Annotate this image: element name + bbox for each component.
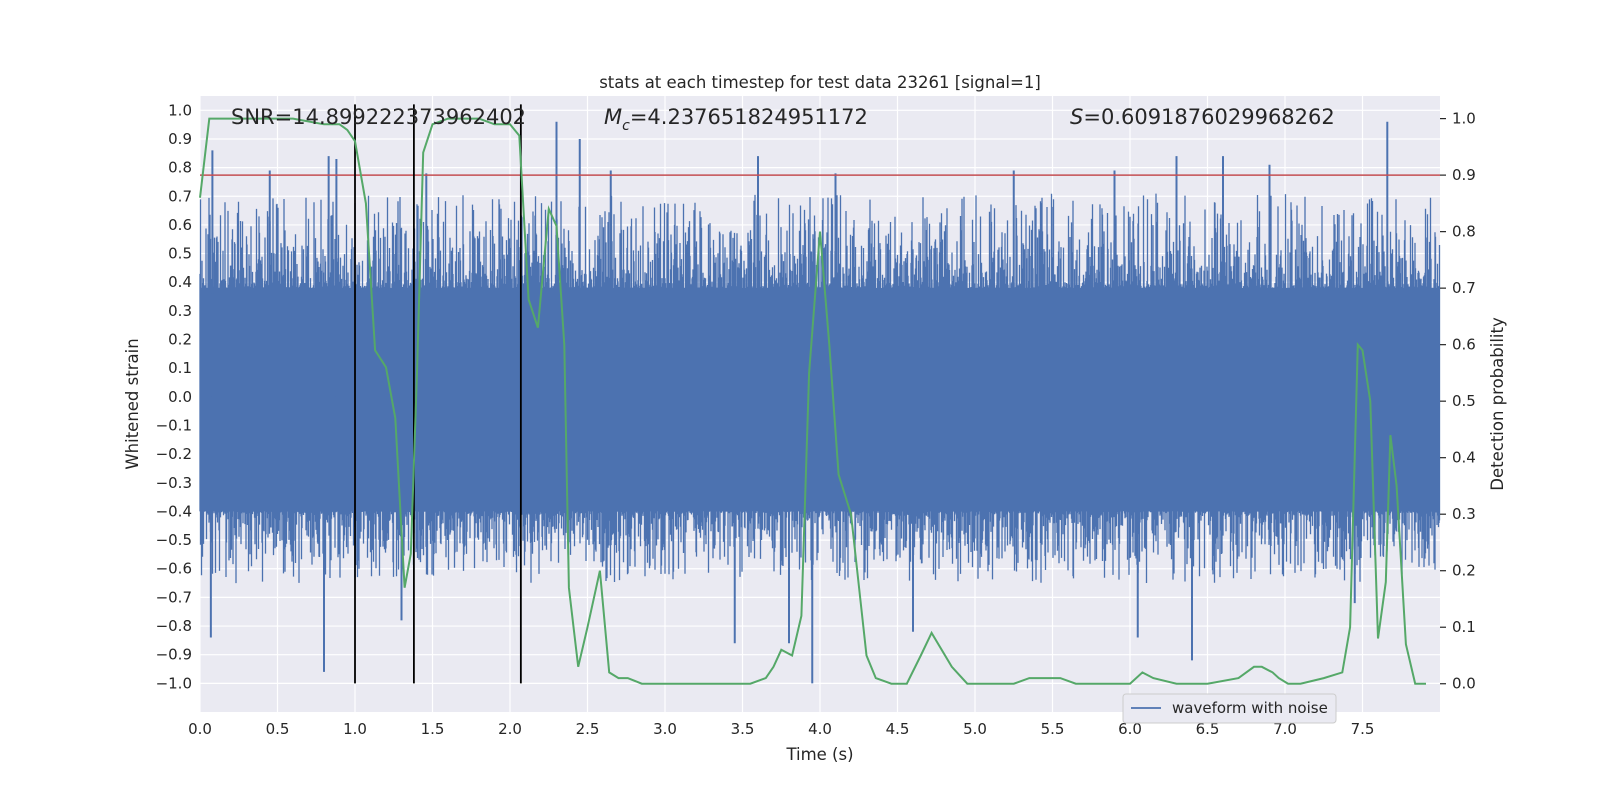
y-tick-label: −0.5 <box>156 531 192 549</box>
y-right-tick-labels: 1.0 0.9 0.8 0.7 0.6 0.5 0.4 0.3 0.2 0.1 0.0 <box>1440 110 1476 693</box>
chart-title: stats at each timestep for test data 232… <box>599 73 1041 92</box>
y-right-tick-label: 0.3 <box>1452 505 1476 523</box>
legend: waveform with noise <box>1122 693 1337 724</box>
vertical-markers <box>354 104 522 684</box>
y-tick-label: −0.1 <box>156 416 192 434</box>
y-right-tick-label: 0.4 <box>1452 449 1476 467</box>
y-tick-label: −1.0 <box>156 674 192 692</box>
x-tick-label: 2.5 <box>576 720 600 738</box>
x-tick-label: 7.5 <box>1351 720 1375 738</box>
x-tick-label: 1.0 <box>343 720 367 738</box>
x-tick-label: 7.0 <box>1273 720 1297 738</box>
y-tick-label: 0.9 <box>168 130 192 148</box>
s-annotation: S=0.6091876029968262 <box>1070 105 1335 129</box>
y-tick-label: 0.3 <box>168 302 192 320</box>
s-value: =0.6091876029968262 <box>1083 105 1334 129</box>
y-right-tick-label: 1.0 <box>1452 110 1476 128</box>
y-tick-label: −0.7 <box>156 588 192 606</box>
legend-box <box>1122 693 1337 724</box>
y-tick-label: −0.9 <box>156 646 192 664</box>
y-tick-label: 0.0 <box>168 388 192 406</box>
y-tick-label: −0.2 <box>156 445 192 463</box>
y-tick-label: 1.0 <box>168 101 192 119</box>
y-tick-label: 0.6 <box>168 216 192 234</box>
x-tick-label: 3.5 <box>731 720 755 738</box>
y-tick-label: 0.1 <box>168 359 192 377</box>
x-tick-label: 0.5 <box>266 720 290 738</box>
x-tick-label: 0.0 <box>188 720 212 738</box>
y-tick-label: 0.8 <box>168 159 192 177</box>
y-tick-label: −0.6 <box>156 560 192 578</box>
mc-value: =4.237651824951172 <box>630 105 868 129</box>
x-tick-label: 4.0 <box>808 720 832 738</box>
y-tick-label: −0.8 <box>156 617 192 635</box>
y-tick-label: 0.4 <box>168 273 192 291</box>
x-tick-label: 1.5 <box>421 720 445 738</box>
y-tick-label: −0.3 <box>156 474 192 492</box>
y-tick-label: 0.5 <box>168 245 192 263</box>
chirp-mass-annotation: Mc=4.237651824951172 <box>604 105 868 134</box>
x-tick-label: 6.5 <box>1196 720 1220 738</box>
legend-label: waveform with noise <box>1172 699 1328 717</box>
y-axis-label: Whitened strain <box>123 338 142 469</box>
mc-symbol: M <box>604 105 622 129</box>
x-tick-labels: 0.0 0.5 1.0 1.5 2.0 2.5 3.0 3.5 4.0 4.5 5.0 5.5 6.0 6… <box>188 720 1374 738</box>
y-right-tick-label: 0.9 <box>1452 166 1476 184</box>
x-axis-label: Time (s) <box>785 745 853 764</box>
snr-annotation: SNR=14.899222373962402 <box>231 105 526 129</box>
mc-subscript: c <box>622 118 630 134</box>
y-right-tick-label: 0.5 <box>1452 392 1476 410</box>
y-right-tick-label: 0.6 <box>1452 336 1476 354</box>
y-right-tick-label: 0.1 <box>1452 618 1476 636</box>
x-tick-label: 4.5 <box>886 720 910 738</box>
x-tick-label: 3.0 <box>653 720 677 738</box>
y-tick-labels: 1.0 0.9 0.8 0.7 0.6 0.5 0.4 0.3 0.2 0.1 0.0 −0.1 −0.… <box>156 101 192 692</box>
x-tick-label: 6.0 <box>1118 720 1142 738</box>
y-right-tick-label: 0.7 <box>1452 279 1476 297</box>
waveform-core <box>200 293 1440 506</box>
y-right-tick-label: 0.8 <box>1452 223 1476 241</box>
y-tick-label: −0.4 <box>156 502 192 520</box>
y-right-tick-label: 0.2 <box>1452 562 1476 580</box>
y-tick-label: 0.2 <box>168 331 192 349</box>
probability-series <box>199 117 1426 685</box>
y-tick-label: 0.7 <box>168 187 192 205</box>
probability-line <box>199 117 1426 685</box>
waveform-series <box>199 121 1441 684</box>
s-symbol: S <box>1070 105 1083 129</box>
y-right-tick-label: 0.0 <box>1452 675 1476 693</box>
x-tick-label: 2.0 <box>498 720 522 738</box>
y-right-axis-label: Detection probability <box>1488 317 1507 491</box>
x-tick-label: 5.5 <box>1041 720 1065 738</box>
x-tick-label: 5.0 <box>963 720 987 738</box>
